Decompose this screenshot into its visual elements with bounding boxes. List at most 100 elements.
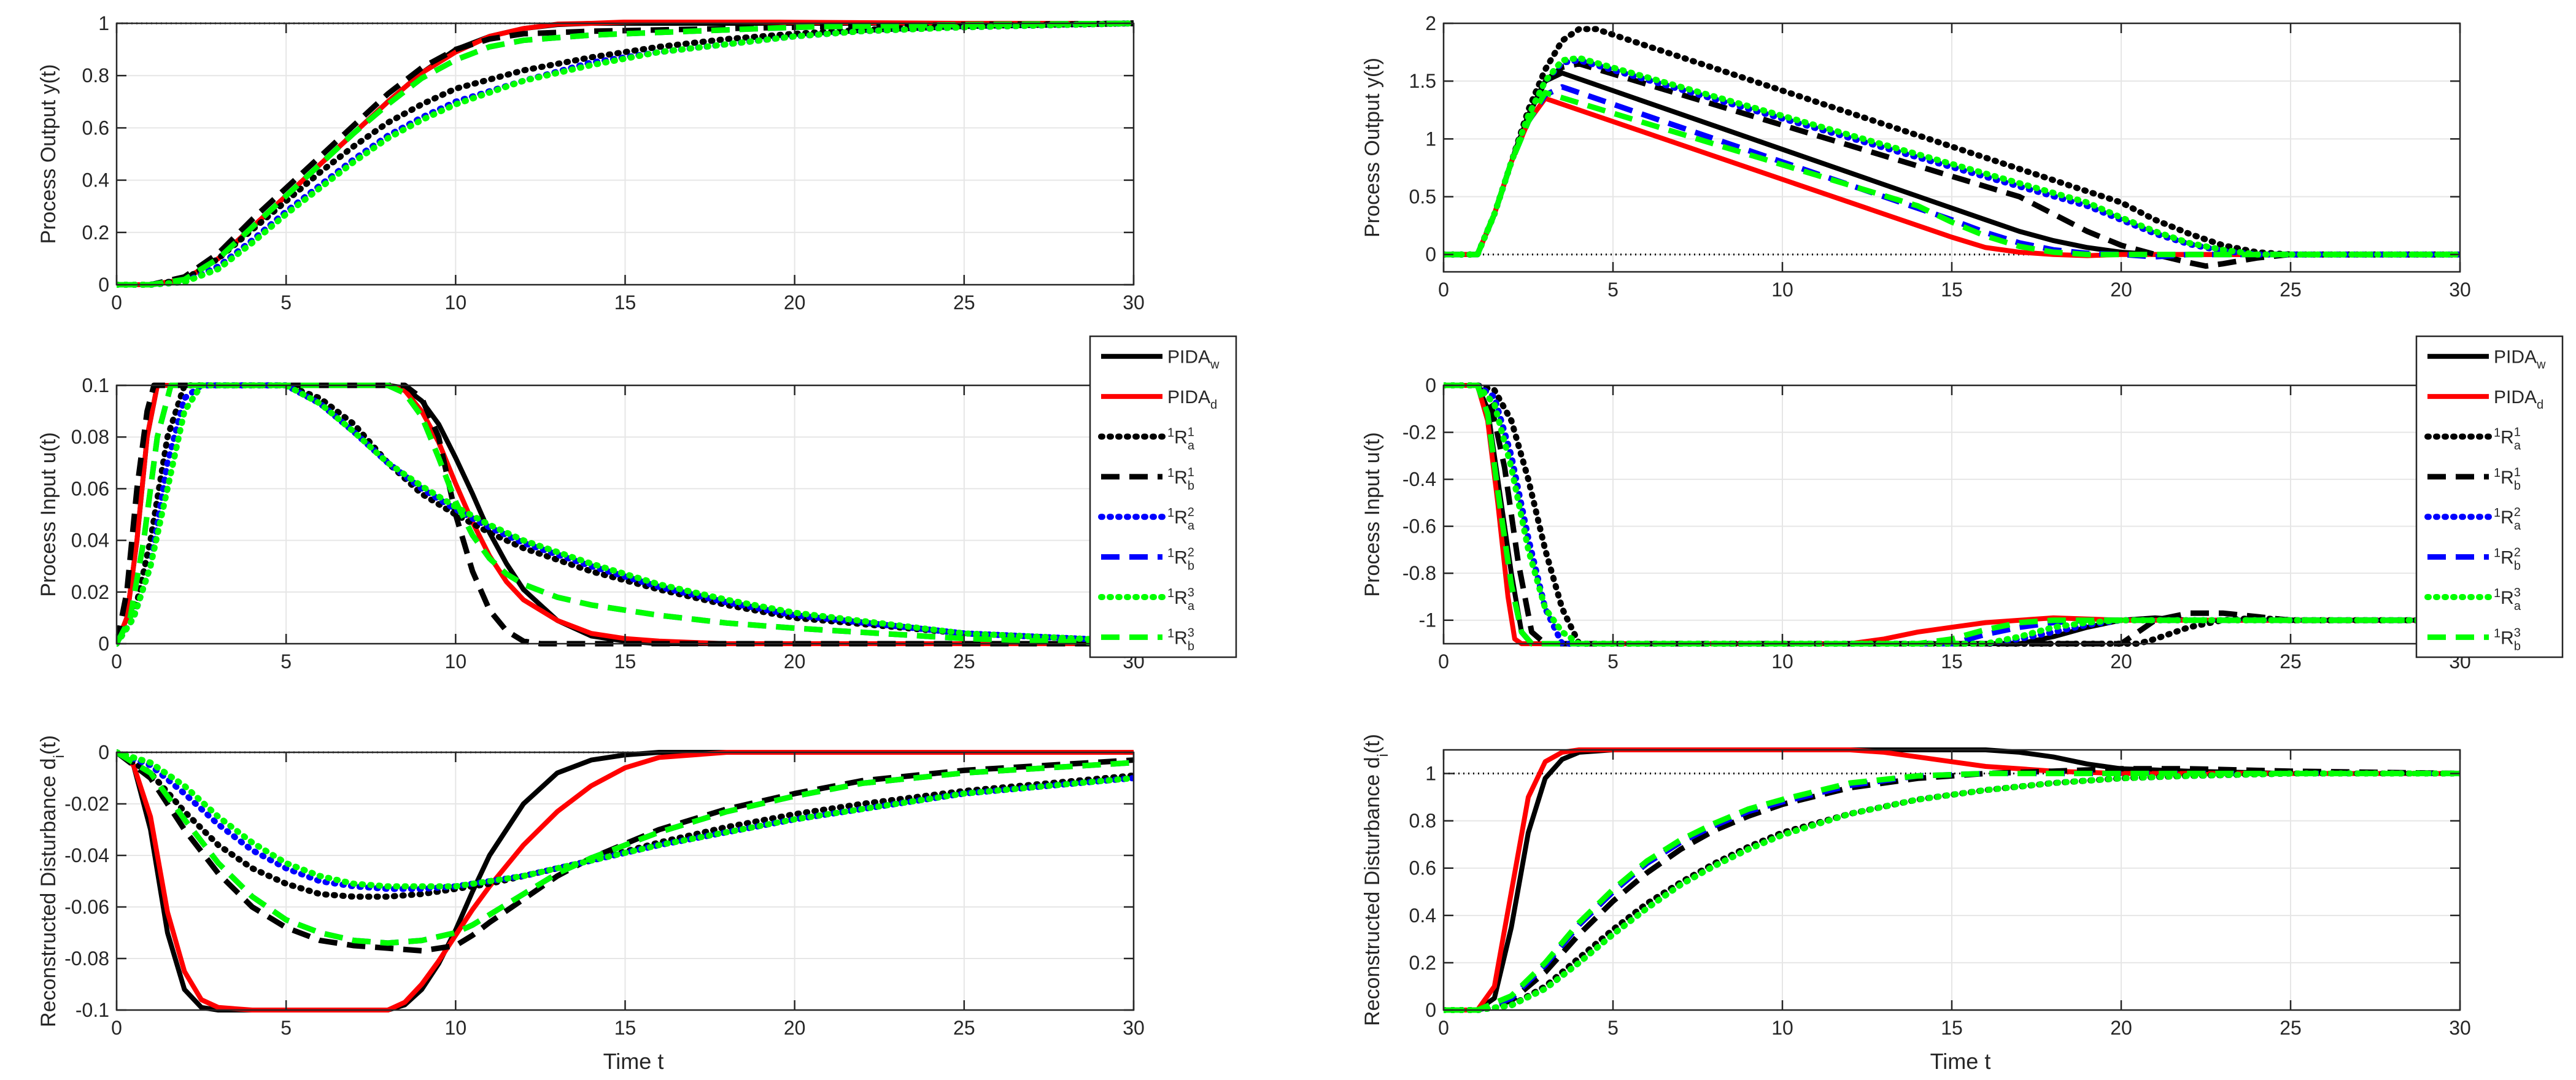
left-output-ylabel: Process Output y(t) (37, 64, 60, 244)
left-input-axes: 0 5 10 15 20 25 3000.020.040.060.080.1Process … (37, 374, 1145, 673)
left-output-ytick-label: 0.8 (82, 64, 109, 87)
right-input-xtick-label: 5 (1607, 650, 1619, 673)
left-input-ytick-label: 0.08 (71, 426, 109, 448)
right-input-xtick-label: 0 (1438, 650, 1449, 673)
legend-label-R2b: 1R2 b (2494, 546, 2521, 573)
right-disturbance-ytick-label: 0.8 (1409, 810, 1436, 832)
right-disturbance-ytick-label: 0 (1425, 999, 1436, 1021)
left-disturbance-series-group (117, 749, 1134, 1012)
legend-box (1089, 335, 1237, 658)
right-input-xtick-label: 25 (2280, 650, 2302, 673)
left-disturbance-ytick-label: -0.08 (64, 947, 109, 970)
left-disturbance-series-R1b (117, 750, 1134, 954)
left-output-axes: 0 5 10 15 20 25 30 0 0.2 0.4 0.6 0.8 1 Process Output… (37, 12, 1145, 314)
right-input-ytick-label: -0.8 (1402, 562, 1436, 584)
legend-label-R2a: 1R2 a (1167, 506, 1195, 533)
right-output-ytick-label: 0 (1425, 244, 1436, 266)
right-output-xtick-label: 20 (2110, 279, 2132, 301)
left-output-xtick-label: 30 (1123, 291, 1145, 314)
right-output-ytick-label: 1 (1425, 128, 1436, 150)
right-disturbance-ytick-label: 1 (1425, 763, 1436, 785)
left-input-series-R3b (117, 382, 1134, 647)
right-output-ylabel: Process Output y(t) (1361, 58, 1384, 237)
legend-label-R1b: 1R1 b (2494, 466, 2521, 493)
left-disturbance-ytick-label: 0 (98, 741, 109, 763)
right-input-ylabel: Process Input u(t) (1361, 432, 1384, 596)
right-disturbance-xtick-label: 10 (1771, 1017, 1793, 1039)
left-input-xtick-label: 20 (784, 650, 806, 673)
legend-label-PIDAw: PIDAw (2494, 347, 2546, 372)
legend-label-R2a: 1R2 a (2494, 506, 2521, 533)
left-input-xtick-label: 10 (445, 650, 467, 673)
left-output-xtick-label: 0 (111, 291, 122, 314)
left-input-ytick-label: 0.06 (71, 477, 109, 500)
right-input-ytick-label: -0.6 (1402, 515, 1436, 538)
left-disturbance-xtick-label: 10 (445, 1017, 467, 1039)
left-disturbance-xtick-label: 25 (953, 1017, 975, 1039)
left-disturbance-ytick-label: -0.04 (64, 844, 109, 866)
left-xlabel: Time t (603, 1049, 664, 1074)
right-output-xtick-label: 0 (1438, 279, 1449, 301)
right-output-ytick-label: 0.5 (1409, 186, 1436, 208)
legend-label-PIDAw: PIDAw (1167, 347, 1220, 372)
right-disturbance-series-R3a (1444, 770, 2460, 1013)
left-input-ytick-label: 0 (98, 633, 109, 655)
left-output-series-R3a (117, 20, 1134, 288)
left-output-ytick-label: 0 (98, 274, 109, 296)
right-output-xtick-label: 5 (1607, 279, 1619, 301)
left-output-xtick-label: 15 (614, 291, 636, 314)
left-output-series-R1b (117, 20, 1134, 288)
right-output-axes: 0 5 10 15 20 25 30 0 0.5 1 1.5 2 Process Output y(t) (1361, 12, 2471, 301)
legend-label-R1a: 1R1 a (1167, 425, 1195, 452)
right-input-xtick-label: 15 (1941, 650, 1963, 673)
right-disturbance-ytick-label: 0.4 (1409, 904, 1436, 927)
right-disturbance-xtick-label: 15 (1941, 1017, 1963, 1039)
left-input-xtick-label: 5 (280, 650, 292, 673)
right-disturbance-ytick-label: 0.2 (1409, 952, 1436, 974)
right-input-xtick-label: 10 (1771, 650, 1793, 673)
left-input-xtick-label: 0 (111, 650, 122, 673)
right-input-ytick-label: -0.4 (1402, 468, 1436, 490)
right-disturbance-series-R1b (1444, 766, 2460, 1013)
left-output-ytick-label: 0.6 (82, 117, 109, 139)
right-output-ytick-label: 2 (1425, 12, 1436, 34)
left-input-xtick-label: 15 (614, 650, 636, 673)
right-output-ytick-label: 1.5 (1409, 70, 1436, 92)
right-output-series-R3b (1444, 90, 2460, 258)
left-output-xtick-label: 20 (784, 291, 806, 314)
left-input-ytick-label: 0.04 (71, 530, 109, 552)
right-disturbance-axes: 0 5 10 15 20 25 3000.20.40.60.81Reconstructed … (1361, 734, 2471, 1039)
left-input-ytick-label: 0.02 (71, 581, 109, 603)
right-disturbance-ytick-label: 0.6 (1409, 857, 1436, 879)
legend-box (2415, 335, 2564, 658)
legend-right: PIDAw PIDAd 1R1 a 1R1 b 1R2 a 1R2 b 1R3 a 1R3 b (2415, 335, 2564, 658)
legend-label-R1a: 1R1 a (2494, 425, 2521, 452)
right-output-series-R1b (1444, 61, 2460, 269)
left-input-series-PIDAd (117, 383, 1134, 646)
right-disturbance-xtick-label: 30 (2449, 1017, 2471, 1039)
right-disturbance-xtick-label: 0 (1438, 1017, 1449, 1039)
left-disturbance-ytick-label: -0.06 (64, 896, 109, 918)
left-output-xtick-label: 10 (445, 291, 467, 314)
right-disturbance-xtick-label: 20 (2110, 1017, 2132, 1039)
left-input-ytick-label: 0.1 (82, 374, 109, 396)
right-disturbance-series-group (1444, 747, 2460, 1013)
right-disturbance-series-R3b (1444, 771, 2460, 1013)
left-disturbance-xtick-label: 20 (784, 1017, 806, 1039)
left-input-ylabel: Process Input u(t) (37, 432, 60, 596)
left-disturbance-series-PIDAw (117, 750, 1134, 1012)
left-disturbance-series-PIDAd (117, 750, 1134, 1012)
legend-label-R3a: 1R3 a (1167, 586, 1195, 613)
left-disturbance-xtick-label: 5 (280, 1017, 292, 1039)
left-output-series-group (117, 20, 1134, 288)
right-output-xtick-label: 25 (2280, 279, 2302, 301)
right-output-xtick-label: 30 (2449, 279, 2471, 301)
left-disturbance-series-R3b (117, 750, 1134, 946)
legend-label-R3b: 1R3 b (1167, 626, 1194, 653)
right-input-xtick-label: 20 (2110, 650, 2132, 673)
legend-label-R3b: 1R3 b (2494, 626, 2521, 653)
left-input-series-R3a (117, 382, 1134, 647)
right-input-ytick-label: -0.2 (1402, 422, 1436, 444)
